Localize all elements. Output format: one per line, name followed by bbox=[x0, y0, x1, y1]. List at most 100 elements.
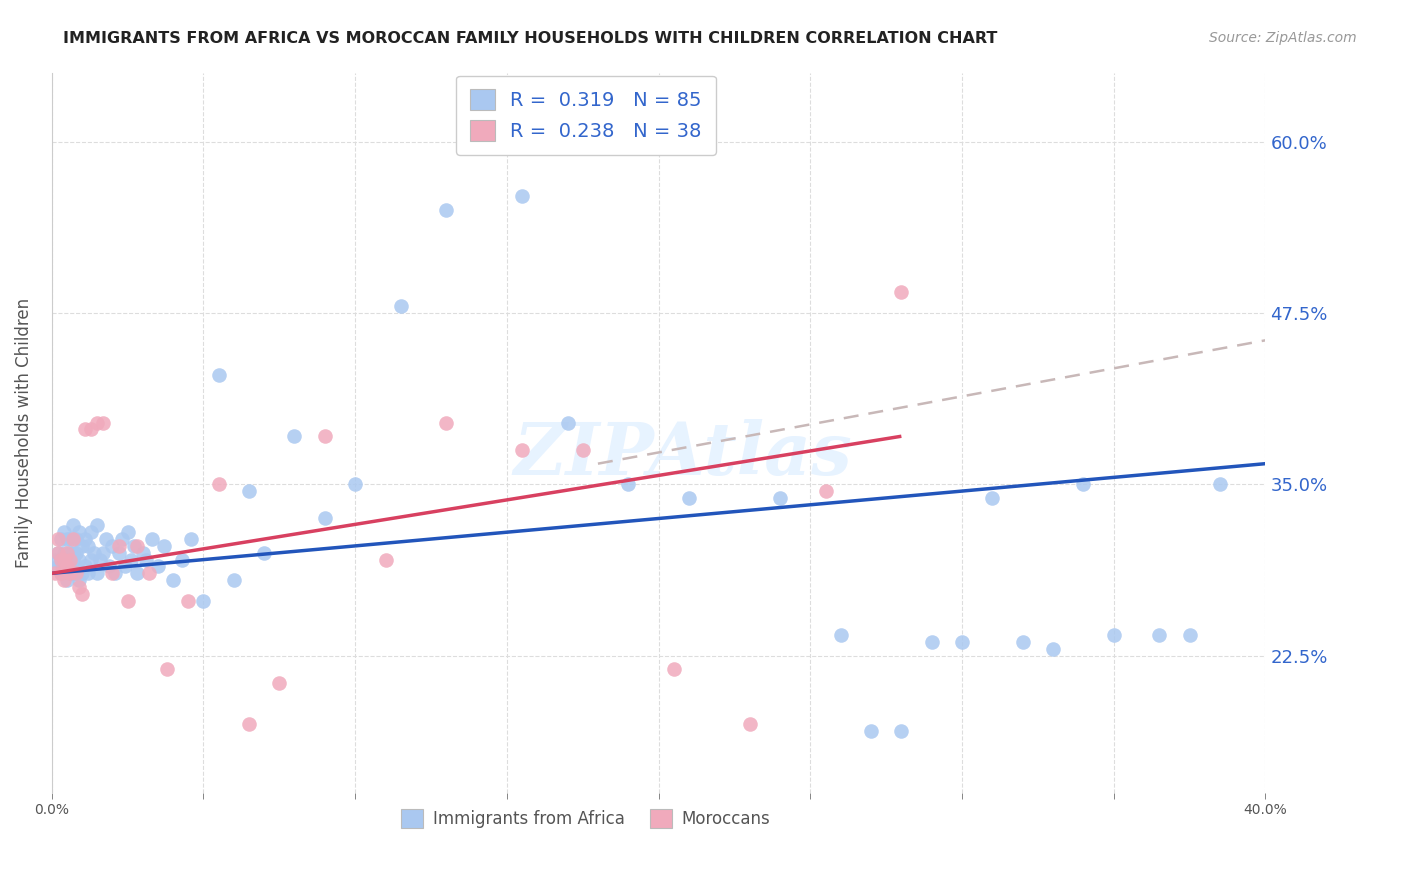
Point bbox=[59, 566, 82, 581]
Point bbox=[117, 593, 139, 607]
Point bbox=[77, 566, 100, 581]
Y-axis label: Family Households with Children: Family Households with Children bbox=[15, 298, 32, 568]
Point bbox=[114, 559, 136, 574]
Point bbox=[571, 442, 593, 457]
Point bbox=[52, 552, 75, 566]
Point bbox=[44, 552, 66, 566]
Point bbox=[65, 566, 87, 581]
Point bbox=[80, 525, 103, 540]
Point bbox=[177, 593, 200, 607]
Point bbox=[678, 491, 700, 505]
Point bbox=[1102, 628, 1125, 642]
Point bbox=[1042, 641, 1064, 656]
Point bbox=[91, 416, 114, 430]
Point bbox=[389, 299, 412, 313]
Point bbox=[860, 723, 883, 738]
Point bbox=[44, 566, 66, 581]
Point bbox=[75, 422, 97, 436]
Point bbox=[67, 525, 90, 540]
Point bbox=[314, 429, 336, 443]
Point bbox=[62, 518, 84, 533]
Point bbox=[67, 552, 90, 566]
Point bbox=[98, 559, 121, 574]
Point bbox=[162, 573, 184, 587]
Point bbox=[67, 580, 90, 594]
Point bbox=[56, 546, 79, 560]
Point bbox=[950, 635, 973, 649]
Point bbox=[70, 587, 93, 601]
Text: ZIPAtlas: ZIPAtlas bbox=[513, 419, 852, 490]
Point bbox=[238, 717, 260, 731]
Point bbox=[52, 559, 75, 574]
Point bbox=[96, 532, 118, 546]
Point bbox=[107, 539, 129, 553]
Point bbox=[77, 539, 100, 553]
Point bbox=[56, 552, 79, 566]
Point bbox=[138, 566, 160, 581]
Point bbox=[122, 539, 145, 553]
Text: IMMIGRANTS FROM AFRICA VS MOROCCAN FAMILY HOUSEHOLDS WITH CHILDREN CORRELATION C: IMMIGRANTS FROM AFRICA VS MOROCCAN FAMIL… bbox=[63, 31, 998, 46]
Point bbox=[135, 552, 157, 566]
Point bbox=[65, 532, 87, 546]
Point bbox=[52, 525, 75, 540]
Point bbox=[374, 552, 396, 566]
Point bbox=[117, 525, 139, 540]
Point bbox=[1073, 477, 1095, 491]
Point bbox=[104, 566, 127, 581]
Point bbox=[83, 546, 105, 560]
Point bbox=[132, 546, 155, 560]
Point bbox=[70, 539, 93, 553]
Point bbox=[921, 635, 943, 649]
Point bbox=[1178, 628, 1201, 642]
Point bbox=[46, 546, 69, 560]
Point bbox=[314, 511, 336, 525]
Point bbox=[283, 429, 305, 443]
Point bbox=[434, 416, 457, 430]
Point bbox=[46, 546, 69, 560]
Point bbox=[981, 491, 1004, 505]
Point bbox=[80, 422, 103, 436]
Point bbox=[56, 532, 79, 546]
Point bbox=[180, 532, 202, 546]
Point bbox=[557, 416, 579, 430]
Point bbox=[101, 539, 124, 553]
Point bbox=[344, 477, 367, 491]
Point bbox=[62, 546, 84, 560]
Point bbox=[617, 477, 640, 491]
Point bbox=[62, 566, 84, 581]
Point bbox=[86, 416, 108, 430]
Point bbox=[56, 573, 79, 587]
Point bbox=[253, 546, 276, 560]
Point bbox=[59, 546, 82, 560]
Point bbox=[890, 285, 912, 300]
Point bbox=[49, 566, 72, 581]
Point bbox=[830, 628, 852, 642]
Point bbox=[67, 573, 90, 587]
Point bbox=[49, 566, 72, 581]
Point bbox=[46, 532, 69, 546]
Point bbox=[146, 559, 169, 574]
Point bbox=[62, 532, 84, 546]
Point bbox=[56, 559, 79, 574]
Point bbox=[141, 532, 163, 546]
Point bbox=[193, 593, 215, 607]
Point bbox=[208, 368, 231, 382]
Point bbox=[1209, 477, 1232, 491]
Point bbox=[814, 484, 837, 499]
Text: Source: ZipAtlas.com: Source: ZipAtlas.com bbox=[1209, 31, 1357, 45]
Point bbox=[510, 442, 533, 457]
Point bbox=[70, 566, 93, 581]
Point bbox=[1011, 635, 1033, 649]
Point bbox=[890, 723, 912, 738]
Point bbox=[208, 477, 231, 491]
Point bbox=[46, 559, 69, 574]
Point bbox=[49, 552, 72, 566]
Point bbox=[65, 546, 87, 560]
Point bbox=[120, 552, 142, 566]
Point bbox=[153, 539, 176, 553]
Point bbox=[52, 546, 75, 560]
Legend: Immigrants from Africa, Moroccans: Immigrants from Africa, Moroccans bbox=[395, 803, 778, 835]
Point bbox=[110, 532, 132, 546]
Point bbox=[662, 662, 685, 676]
Point bbox=[238, 484, 260, 499]
